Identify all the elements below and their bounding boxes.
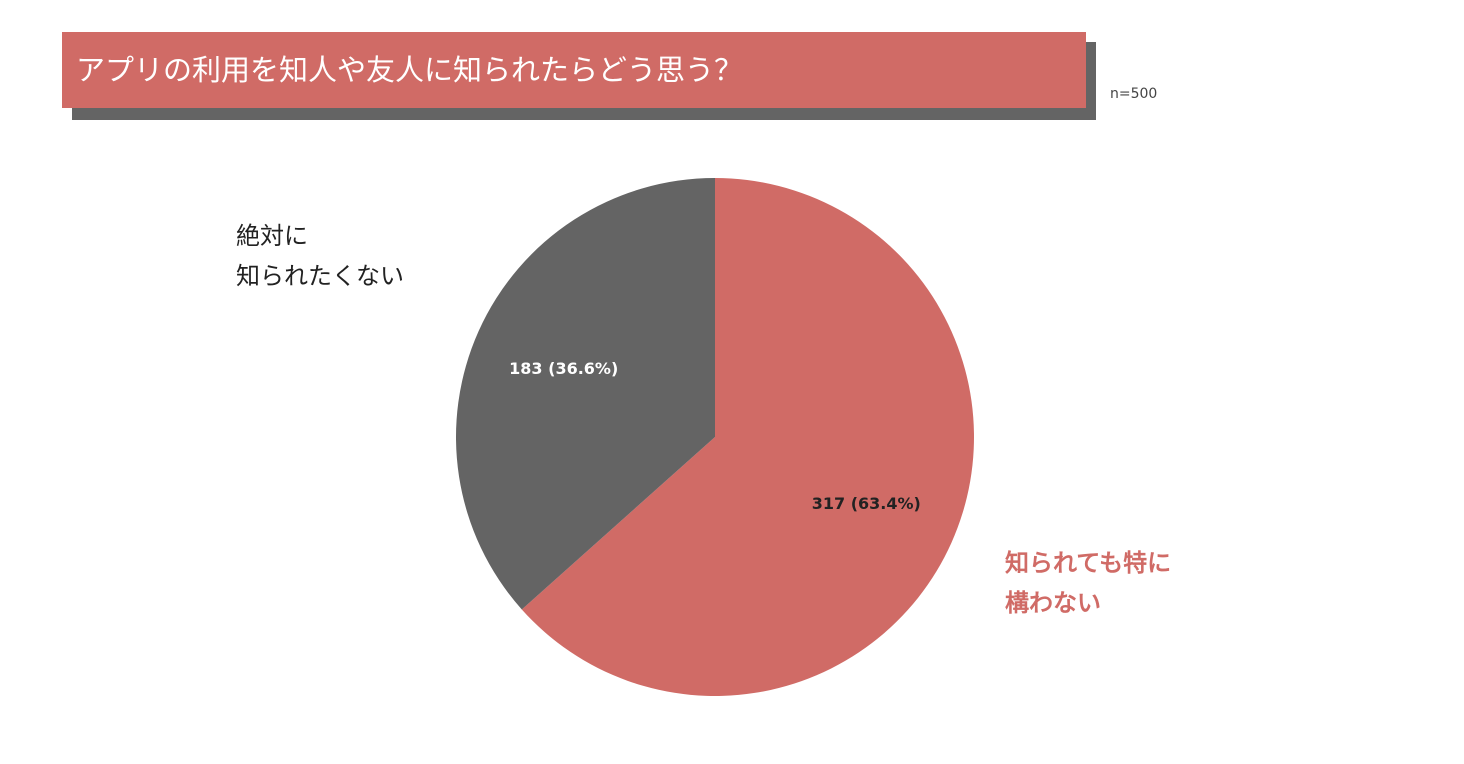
category-label: 知られても特に 構わない bbox=[1005, 549, 1172, 617]
title-banner bbox=[62, 32, 1086, 108]
pie-slice bbox=[456, 178, 715, 610]
pie-slice bbox=[521, 178, 975, 696]
category-label: 絶対に 知られたくない bbox=[236, 222, 404, 290]
chart-title: アプリの利用を知人や友人に知られたらどう思う？ bbox=[76, 53, 743, 87]
sample-size: n=500 bbox=[1110, 86, 1158, 102]
value-label: 317 (63.4%) bbox=[812, 494, 921, 513]
value-label: 183 (36.6%) bbox=[509, 359, 618, 378]
